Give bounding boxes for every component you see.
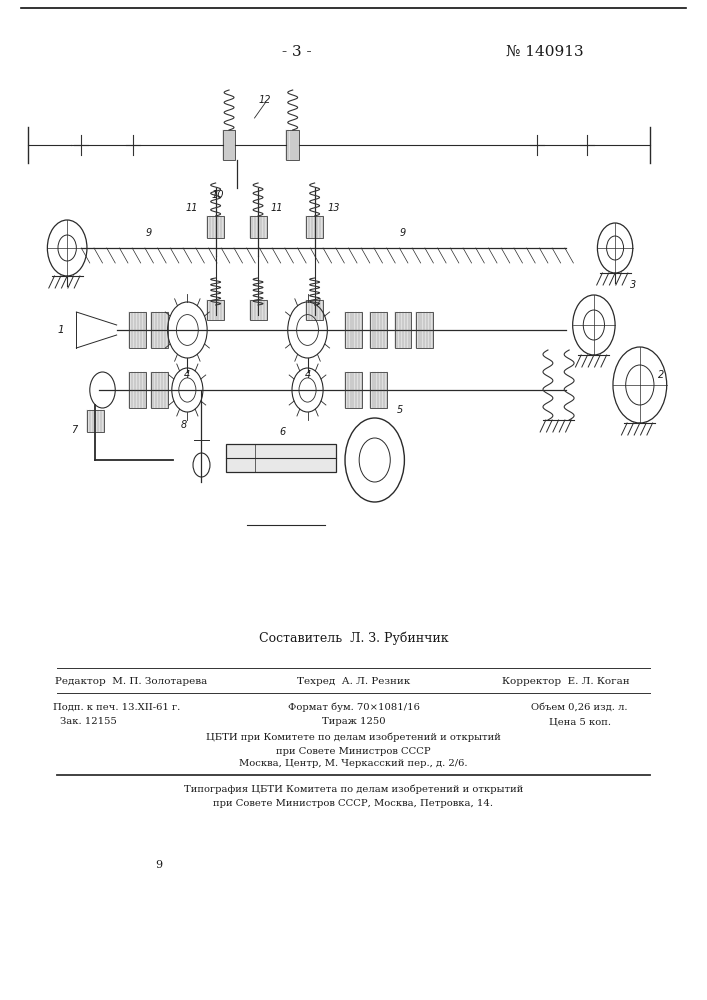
- Bar: [129, 312, 146, 348]
- Text: 5: 5: [397, 405, 402, 415]
- Text: Тираж 1250: Тираж 1250: [322, 718, 385, 726]
- Text: 9: 9: [146, 228, 151, 238]
- Text: ЦБТИ при Комитете по делам изобретений и открытий: ЦБТИ при Комитете по делам изобретений и…: [206, 732, 501, 742]
- Bar: [306, 216, 323, 238]
- Text: Зак. 12155: Зак. 12155: [60, 718, 117, 726]
- Text: № 140913: № 140913: [506, 45, 583, 59]
- Text: - 3 -: - 3 -: [282, 45, 312, 59]
- Bar: [416, 312, 433, 348]
- Bar: [151, 312, 168, 348]
- Text: 13: 13: [327, 203, 340, 213]
- Bar: [306, 300, 323, 320]
- Bar: [370, 312, 387, 348]
- Bar: [395, 312, 411, 348]
- Text: 11: 11: [271, 203, 284, 213]
- Text: 11: 11: [185, 203, 198, 213]
- Text: Объем 0,26 изд. л.: Объем 0,26 изд. л.: [532, 702, 628, 711]
- Text: Типография ЦБТИ Комитета по делам изобретений и открытий: Типография ЦБТИ Комитета по делам изобре…: [184, 784, 523, 794]
- Text: при Совете Министров СССР, Москва, Петровка, 14.: при Совете Министров СССР, Москва, Петро…: [214, 798, 493, 808]
- Bar: [87, 410, 104, 432]
- Text: Формат бум. 70×1081/16: Формат бум. 70×1081/16: [288, 702, 419, 712]
- Bar: [223, 130, 235, 160]
- Text: 1: 1: [57, 325, 64, 335]
- Text: 8: 8: [181, 420, 187, 430]
- Text: 6: 6: [280, 427, 286, 437]
- Bar: [207, 216, 224, 238]
- Text: 4: 4: [185, 370, 190, 380]
- Text: 9: 9: [156, 860, 163, 870]
- Text: Техред  А. Л. Резник: Техред А. Л. Резник: [297, 677, 410, 686]
- Text: 3: 3: [630, 280, 636, 290]
- Text: при Совете Министров СССР: при Совете Министров СССР: [276, 746, 431, 756]
- Bar: [207, 300, 224, 320]
- Bar: [345, 372, 362, 408]
- Text: 12: 12: [259, 95, 271, 105]
- Bar: [286, 130, 299, 160]
- Text: 4: 4: [305, 370, 310, 380]
- Text: 9: 9: [400, 228, 406, 238]
- Bar: [345, 312, 362, 348]
- Text: 7: 7: [71, 425, 78, 435]
- Bar: [226, 444, 336, 472]
- Bar: [129, 372, 146, 408]
- Text: Редактор  М. П. Золотарева: Редактор М. П. Золотарева: [54, 677, 207, 686]
- Bar: [370, 372, 387, 408]
- Text: 2: 2: [658, 370, 664, 380]
- Text: Составитель  Л. З. Рубинчик: Составитель Л. З. Рубинчик: [259, 631, 448, 645]
- Text: 10: 10: [211, 190, 224, 200]
- Text: Корректор  Е. Л. Коган: Корректор Е. Л. Коган: [502, 677, 629, 686]
- Text: Москва, Центр, М. Черкасский пер., д. 2/6.: Москва, Центр, М. Черкасский пер., д. 2/…: [239, 760, 468, 768]
- Bar: [250, 300, 267, 320]
- Bar: [151, 372, 168, 408]
- Text: Подп. к печ. 13.ХII-61 г.: Подп. к печ. 13.ХII-61 г.: [53, 702, 180, 711]
- Bar: [250, 216, 267, 238]
- Text: Цена 5 коп.: Цена 5 коп.: [549, 718, 611, 726]
